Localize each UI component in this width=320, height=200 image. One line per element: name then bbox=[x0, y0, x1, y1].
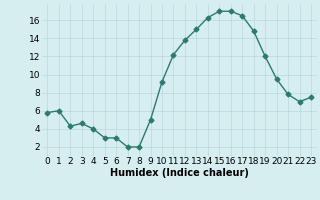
X-axis label: Humidex (Indice chaleur): Humidex (Indice chaleur) bbox=[110, 168, 249, 178]
